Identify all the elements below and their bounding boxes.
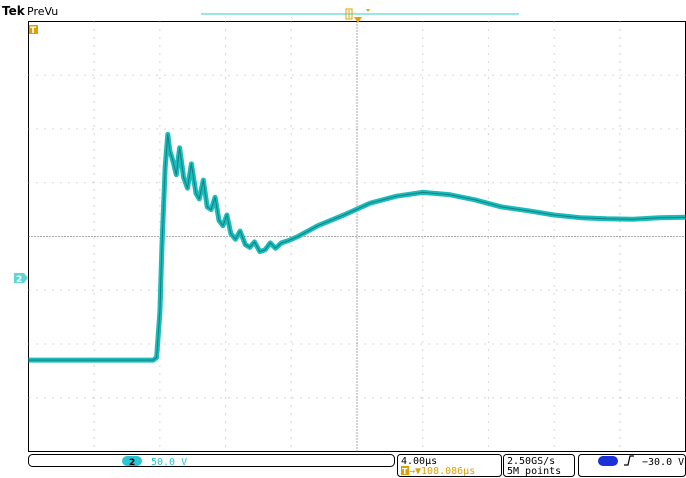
channel-scale-box[interactable] (28, 454, 395, 467)
waveform-trace (28, 133, 686, 361)
trigger-level-marker[interactable]: T (29, 25, 38, 36)
horizontal-settings-box[interactable] (397, 454, 502, 477)
trigger-level-value: −30.0 V (642, 457, 684, 468)
record-trigger-pointer-icon (366, 9, 370, 12)
acquisition-settings-box[interactable] (503, 454, 575, 477)
trigger-source-badge (598, 456, 618, 466)
time-per-division: 4.00µs (401, 456, 437, 467)
trigger-position-top-icon[interactable] (345, 8, 353, 20)
record-length-value: 5M points (507, 466, 561, 477)
channel-2-ground-marker-label: 2 (16, 275, 22, 285)
trigger-point-marker-icon (354, 17, 362, 23)
trigger-source-badge-label: 2 (605, 458, 611, 468)
rising-edge-icon (624, 455, 634, 466)
trigger-level-marker-label: T (30, 26, 37, 36)
trigger-position-icon (401, 466, 409, 475)
acquisition-mode-label: PreVu (27, 5, 58, 18)
channel-2-ground-marker[interactable]: 2 (14, 273, 28, 285)
brand-logo: Tek (2, 4, 26, 18)
sample-rate-value: 2.50GS/s (507, 456, 555, 467)
channel-2-badge-label: 2 (129, 458, 135, 468)
trigger-position-icon-label: T (402, 467, 408, 476)
graticule-grid (28, 21, 686, 452)
channel-scale-value: 50.0 V (151, 457, 187, 468)
channel-2-badge (122, 456, 142, 466)
trigger-delay-value: →▼108.086µs (409, 466, 475, 477)
